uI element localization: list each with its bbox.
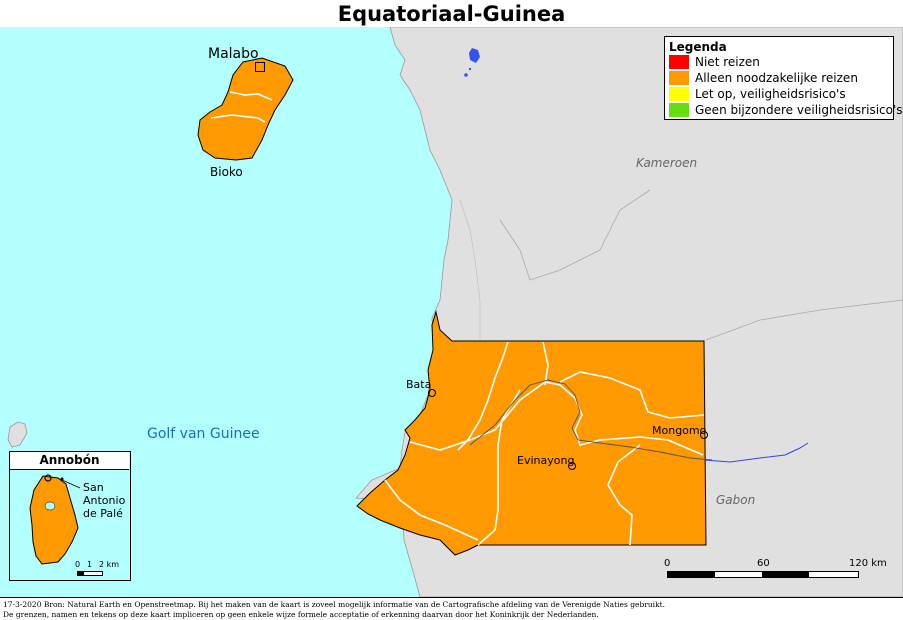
island-annobon: [29, 475, 79, 565]
footer-line-2: De grenzen, namen en tekens op deze kaar…: [3, 610, 599, 619]
inset-scale-outline: [77, 571, 103, 576]
city-marker-evinayong: [568, 462, 576, 470]
inset-label-line2: Antonio: [83, 494, 126, 507]
legend-row-noodzakelijk: Alleen noodzakelijke reizen: [665, 70, 893, 86]
legend-label: Let op, veiligheidsrisico's: [695, 87, 846, 101]
label-evinayong: Evinayong: [517, 454, 575, 467]
lake-annobon: [44, 501, 56, 511]
footer-line-1: 17-3-2020 Bron: Natural Earth en Openstr…: [3, 600, 666, 609]
legend-swatch-red: [669, 55, 689, 69]
inset-label-line1: San: [83, 481, 104, 494]
inset-map: [29, 474, 81, 565]
legend: Legenda Niet reizen Alleen noodzakelijke…: [664, 36, 903, 120]
island-bioko: [197, 57, 294, 161]
river-wele: [469, 379, 713, 461]
page-title: Equatoriaal-Guinea: [0, 0, 903, 28]
label-kameroen: Kameroen: [636, 156, 698, 170]
scale-label-120: 120 km: [849, 558, 887, 569]
inset-scale-seg: [78, 572, 84, 575]
scale-label-0: 0: [664, 558, 671, 569]
legend-row-geen-risico: Geen bijzondere veiligheidsrisico's: [665, 102, 903, 118]
legend-row-niet-reizen: Niet reizen: [665, 54, 893, 70]
inset-scale-0: 0: [75, 560, 81, 569]
city-marker-bata: [428, 389, 436, 397]
border-cameroon-north: [499, 189, 651, 281]
label-bioko: Bioko: [210, 165, 243, 179]
legend-row-let-op: Let op, veiligheidsrisico's: [665, 86, 893, 102]
river-gabon: [703, 442, 809, 463]
border-north-hint: [459, 199, 481, 340]
scale-bar-seg-1: [668, 572, 715, 577]
scale-label-60: 60: [757, 558, 770, 569]
label-malabo: Malabo: [208, 46, 259, 62]
label-mongomo: Mongomo: [652, 424, 707, 437]
scale-bar: 0 60 120 km: [664, 558, 887, 580]
legend-label: Alleen noodzakelijke reizen: [695, 71, 858, 85]
town-marker-san-antonio: [44, 474, 52, 482]
inset-scale-2: 2 km: [99, 560, 120, 569]
bioko-internal-border-2: [210, 114, 266, 123]
island-sao-tome: [7, 421, 28, 448]
province-borders: [384, 341, 705, 546]
inset-scale-1: 1: [87, 560, 93, 569]
inset-point: [60, 477, 64, 481]
island-small-north: [469, 48, 480, 63]
legend-title: Legenda: [669, 40, 727, 54]
city-marker-mongomo: [700, 431, 708, 439]
border-cameroon-gabon: [705, 299, 903, 341]
label-gabon: Gabon: [716, 493, 756, 507]
inset-scale-bar: 0 1 2 km: [75, 560, 130, 578]
legend-label: Geen bijzondere veiligheidsrisico's: [695, 103, 903, 117]
legend-label: Niet reizen: [695, 55, 760, 69]
inset-annobon: Annobón San Antonio de Palé 0 1 2 km: [9, 451, 131, 581]
label-golf-van-guinee: Golf van Guinee: [147, 426, 260, 442]
capital-marker-malabo: [255, 62, 265, 72]
island-dot-2: [468, 67, 472, 71]
inset-leader-line: [61, 479, 81, 489]
label-bata: Bata: [406, 378, 432, 391]
legend-swatch-green: [669, 103, 689, 117]
scale-bar-seg-3: [762, 572, 809, 577]
legend-swatch-orange: [669, 71, 689, 85]
island-dot-1: [464, 73, 468, 77]
footer-disclaimer: 17-3-2020 Bron: Natural Earth en Openstr…: [0, 597, 903, 620]
legend-swatch-yellow: [669, 87, 689, 101]
bioko-internal-border: [229, 91, 273, 101]
inset-label-line3: de Palé: [83, 507, 123, 520]
inset-title: Annobón: [10, 452, 129, 470]
map-canvas[interactable]: [0, 27, 903, 597]
